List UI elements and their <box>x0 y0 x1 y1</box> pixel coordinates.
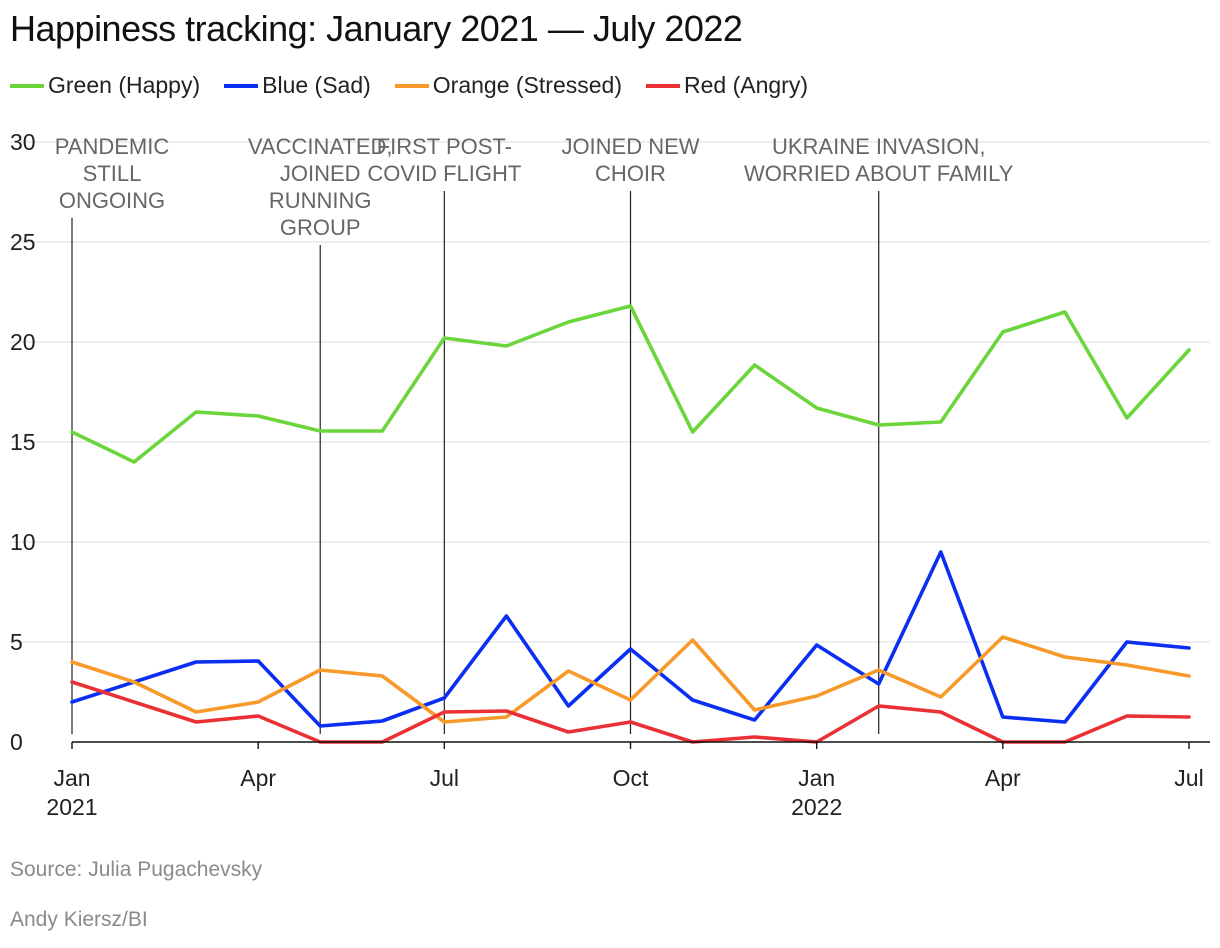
x-tick-sublabel-4: 2022 <box>791 794 842 820</box>
y-tick-label-15: 15 <box>10 429 36 455</box>
annotation-label-2-1: COVID FLIGHT <box>367 161 521 186</box>
chart-title: Happiness tracking: January 2021 — July … <box>10 8 743 49</box>
legend-swatch-angry <box>646 83 680 88</box>
legend-label-happy: Green (Happy) <box>48 72 201 98</box>
annotation-label-0-2: ONGOING <box>59 188 165 213</box>
annotation-label-1-1: JOINED <box>280 161 361 186</box>
legend-swatch-stressed <box>394 83 429 88</box>
annotation-label-3-0: JOINED NEW <box>561 134 699 159</box>
x-tick-sublabel-0: 2021 <box>46 794 97 820</box>
x-tick-label-2: Jul <box>430 765 459 791</box>
x-tick-label-0: Jan <box>53 765 90 791</box>
annotation-label-4-0: UKRAINE INVASION, <box>772 134 986 159</box>
legend-item-happy: Green (Happy) <box>10 72 200 99</box>
legend-item-stressed: Orange (Stressed) <box>394 72 622 99</box>
x-tick-label-1: Apr <box>240 765 276 791</box>
y-tick-label-25: 25 <box>10 229 36 255</box>
annotation-label-4-1: WORRIED ABOUT FAMILY <box>744 161 1014 186</box>
annotation-label-0-0: PANDEMIC <box>55 134 170 159</box>
annotation-label-1-2: RUNNING <box>269 188 372 213</box>
legend-item-angry: Red (Angry) <box>646 72 808 99</box>
legend-label-angry: Red (Angry) <box>684 72 808 98</box>
legend-label-stressed: Orange (Stressed) <box>432 72 622 98</box>
annotation-label-2-0: FIRST POST- <box>377 134 512 159</box>
annotation-label-0-1: STILL <box>83 161 142 186</box>
legend-label-sad: Blue (Sad) <box>262 72 371 98</box>
y-tick-label-20: 20 <box>10 329 36 355</box>
legend-swatch-happy <box>10 83 44 88</box>
legend: Green (Happy) Blue (Sad) Orange (Stresse… <box>10 72 832 99</box>
annotation-label-1-0: VACCINATED, <box>248 134 393 159</box>
x-tick-label-4: Jan <box>798 765 835 791</box>
x-tick-label-6: Jul <box>1174 765 1203 791</box>
source-note: Source: Julia Pugachevsky <box>10 858 263 881</box>
x-tick-label-3: Oct <box>613 765 649 791</box>
y-tick-label-5: 5 <box>10 629 23 655</box>
x-tick-label-5: Apr <box>985 765 1021 791</box>
legend-item-sad: Blue (Sad) <box>224 72 371 99</box>
annotation-label-1-3: GROUP <box>280 215 361 240</box>
y-tick-label-10: 10 <box>10 529 36 555</box>
credit-note: Andy Kiersz/BI <box>10 908 148 931</box>
legend-swatch-sad <box>224 83 259 88</box>
y-tick-label-30: 30 <box>10 129 36 155</box>
y-tick-label-0: 0 <box>10 729 23 755</box>
annotation-label-3-1: CHOIR <box>595 161 666 186</box>
